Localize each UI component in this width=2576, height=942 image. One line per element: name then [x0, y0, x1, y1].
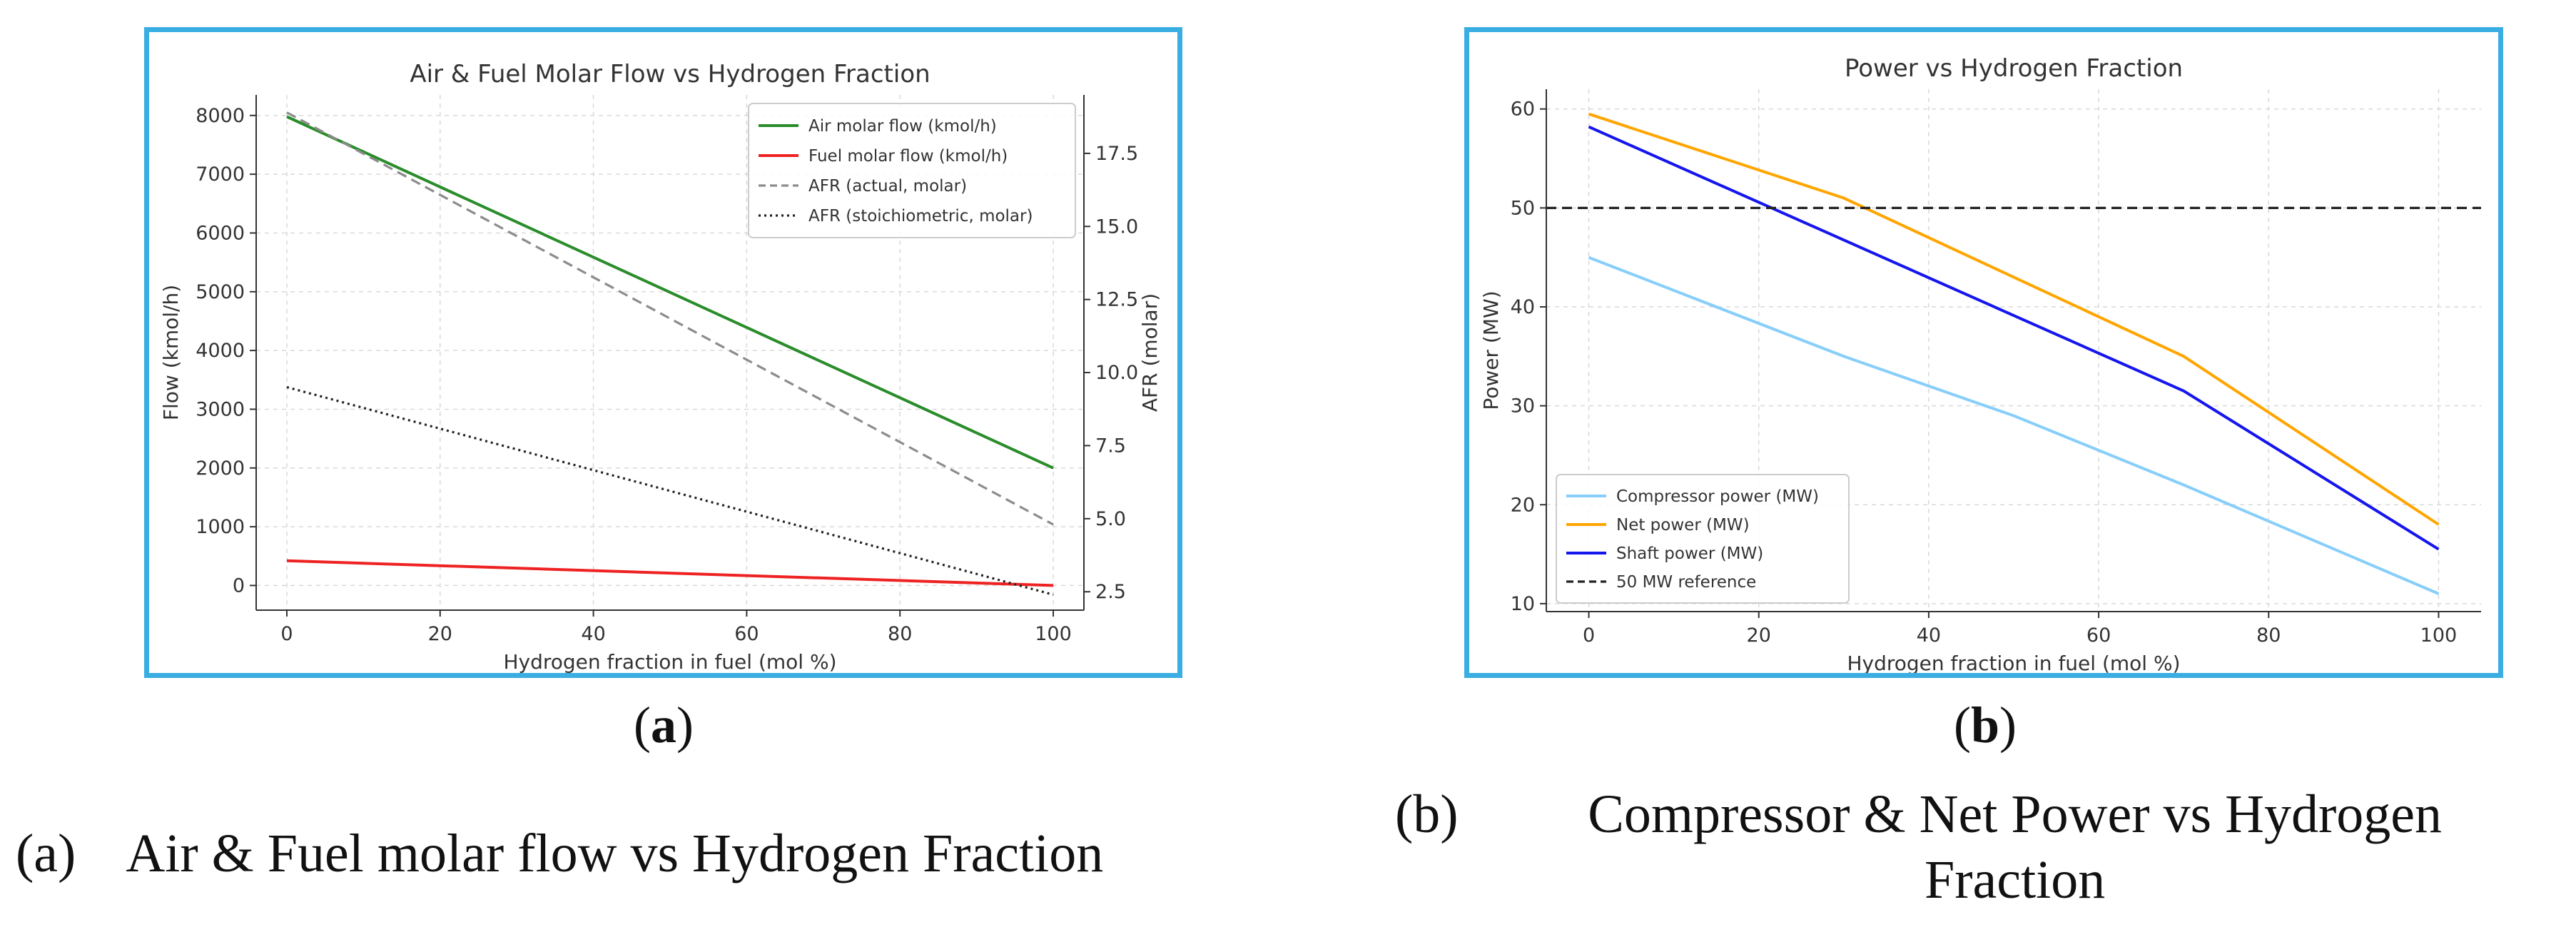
chart-a-svg: 0 20 40 60 80 1000100020003000400050006000700… [159, 60, 1162, 673]
chart-b-svg: 0 20 40 60 80 100 10 20 30 40 50 60 Power vs Hydroge… [1479, 54, 2481, 673]
chart-a-xtick-label-4: 80 [888, 623, 912, 645]
chart-a-xtick-label-3: 60 [734, 623, 759, 645]
chart-a-y2tick-label-1: 5.0 [1095, 508, 1126, 530]
chart-b-series-line-2 [1588, 125, 2440, 551]
chart-b-ytick-label-1: 20 [1511, 494, 1535, 516]
chart-a-series-line-2 [286, 111, 1054, 526]
chart-a-ytick-label-4: 4000 [196, 340, 245, 362]
chart-b-ytick-label-3: 40 [1511, 296, 1535, 318]
caption-a-text: Air & Fuel molar flow vs Hydrogen Fracti… [126, 824, 1104, 883]
chart-b-legend-label-2: Shaft power (MW) [1616, 545, 1763, 563]
chart-b-xtick-label-2: 40 [1917, 624, 1941, 647]
chart-a-ytick-label-1: 1000 [196, 516, 245, 538]
chart-a-legend-label-3: AFR (stoichiometric, molar) [808, 207, 1033, 226]
chart-b-legend-label-0: Compressor power (MW) [1616, 487, 1819, 506]
chart-a-y2tick-label-6: 17.5 [1095, 143, 1138, 165]
chart-b-series-line-1 [1588, 112, 2440, 526]
caption-b-label: (b) [1395, 784, 1459, 844]
chart-a-ytick-label-0: 0 [233, 574, 245, 597]
chart-a-ylabel: Flow (kmol/h) [159, 285, 183, 420]
panel-letter-a: (a) [634, 697, 694, 754]
chart-b-legend-label-3: 50 MW reference [1616, 573, 1756, 592]
chart-a-y2tick-label-5: 15.0 [1095, 216, 1138, 238]
chart-a-ytick-label-2: 2000 [196, 457, 245, 480]
chart-a-series-line-3 [286, 385, 1054, 596]
caption-b: (b) Compressor & Net Power vs Hydrogen Fr… [1395, 781, 2565, 913]
chart-b-xtick-label-4: 80 [2256, 624, 2281, 647]
chart-a-series-line-0 [286, 115, 1054, 470]
chart-a-y2tick-label-4: 12.5 [1095, 289, 1138, 311]
chart-b-ytick-label-0: 10 [1511, 593, 1535, 615]
chart-b-series-line-0 [1588, 255, 2440, 595]
chart-b-ylabel: Power (MW) [1479, 290, 1503, 410]
chart-b-xtick-label-3: 60 [2086, 624, 2111, 647]
chart-b-ytick-label-5: 60 [1511, 98, 1535, 121]
chart-panel-b: 0 20 40 60 80 100 10 20 30 40 50 60 Power vs Hydroge… [1464, 27, 2503, 678]
chart-a-xtick-label-2: 40 [581, 623, 605, 645]
chart-a-title: Air & Fuel Molar Flow vs Hydrogen Fracti… [410, 60, 930, 88]
chart-a-legend-label-2: AFR (actual, molar) [808, 177, 967, 196]
chart-a-xtick-label-0: 0 [280, 623, 293, 645]
chart-panel-a: 0 20 40 60 80 100 0 1000 2000 3000 4000 5000 6000 700… [144, 27, 1182, 678]
chart-b-ytick-label-4: 50 [1511, 197, 1535, 219]
panel-letter-b: (b) [1953, 697, 2017, 754]
caption-b-text: Compressor & Net Power vs Hydrogen Fract… [1588, 784, 2443, 910]
chart-b-xtick-label-0: 0 [1583, 624, 1595, 647]
chart-b-title: Power vs Hydrogen Fraction [1845, 54, 2183, 83]
chart-a-ytick-label-8: 8000 [196, 105, 245, 127]
chart-a-legend-box [748, 103, 1076, 238]
chart-a-xtick-label-1: 20 [428, 623, 452, 645]
chart-a-y2tick-label-0: 2.5 [1095, 581, 1126, 603]
chart-a-y2tick-label-2: 7.5 [1095, 435, 1126, 457]
chart-b-xtick-label-1: 20 [1747, 624, 1771, 647]
chart-a-legend-label-1: Fuel molar flow (kmol/h) [808, 147, 1008, 166]
chart-a-ytick-label-6: 6000 [196, 222, 245, 244]
chart-b-ytick-label-2: 30 [1511, 395, 1535, 417]
caption-a: (a) Air & Fuel molar flow vs Hydrogen Fra… [16, 821, 1371, 886]
chart-b-xtick-label-5: 100 [2420, 624, 2458, 647]
chart-a-xtick-label-5: 100 [1035, 623, 1072, 645]
chart-a-ytick-label-5: 5000 [196, 281, 245, 303]
chart-a-y2label: AFR (molar) [1138, 293, 1162, 412]
chart-a-xlabel: Hydrogen fraction in fuel (mol %) [503, 650, 836, 673]
chart-b-xlabel: Hydrogen fraction in fuel (mol %) [1847, 652, 2180, 673]
chart-a-y2tick-label-3: 10.0 [1095, 362, 1138, 384]
chart-b-legend-label-1: Net power (MW) [1616, 516, 1750, 535]
caption-a-label: (a) [16, 824, 76, 883]
chart-a-ytick-label-7: 7000 [196, 163, 245, 186]
chart-a-legend-label-0: Air molar flow (kmol/h) [808, 117, 997, 136]
chart-b-legend-box [1556, 474, 1850, 604]
chart-a-ytick-label-3: 3000 [196, 398, 245, 420]
chart-a-series-line-1 [286, 559, 1054, 587]
